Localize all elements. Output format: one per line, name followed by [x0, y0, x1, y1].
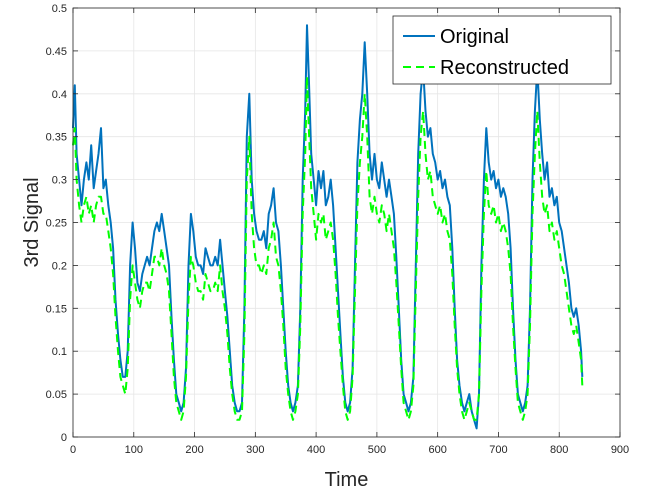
- x-tick-label: 900: [611, 444, 629, 456]
- y-tick-label: 0.4: [52, 89, 67, 101]
- y-tick-label: 0.3: [52, 175, 67, 187]
- y-tick-label: 0.1: [52, 346, 67, 358]
- x-tick-label: 100: [125, 444, 143, 456]
- series-group: [72, 24, 584, 430]
- legend-label-reconstructed: Reconstructed: [440, 57, 569, 79]
- x-tick-label: 500: [368, 444, 386, 456]
- legend-box: [392, 15, 612, 85]
- y-tick-label: 0.25: [46, 218, 67, 230]
- y-tick-label: 0: [61, 432, 67, 444]
- legend-label-original: Original: [440, 26, 509, 48]
- x-tick-label: 600: [428, 444, 446, 456]
- ticks: 0 100 200 300 400 500 600 700 800 900 0 0.05 0.1 0.15…: [46, 3, 630, 456]
- y-tick-label: 0.05: [46, 389, 67, 401]
- x-tick-label: 300: [246, 444, 264, 456]
- y-tick-label: 0.35: [46, 132, 67, 144]
- series-line-reconstructed: [72, 75, 584, 421]
- x-tick-label: 0: [70, 444, 76, 456]
- x-tick-label: 400: [307, 444, 325, 456]
- series-line-original: [72, 24, 584, 430]
- y-tick-label: 0.45: [46, 46, 67, 58]
- x-tick-label: 700: [489, 444, 507, 456]
- y-tick-label: 0.15: [46, 303, 67, 315]
- y-tick-label: 0.5: [52, 3, 67, 15]
- x-tick-label: 200: [185, 444, 203, 456]
- legend: Original Reconstructed: [392, 15, 612, 85]
- x-axis-label: Time: [325, 469, 369, 491]
- y-axis-label: 3rd Signal: [21, 177, 43, 267]
- x-tick-label: 800: [550, 444, 568, 456]
- y-tick-label: 0.2: [52, 260, 67, 272]
